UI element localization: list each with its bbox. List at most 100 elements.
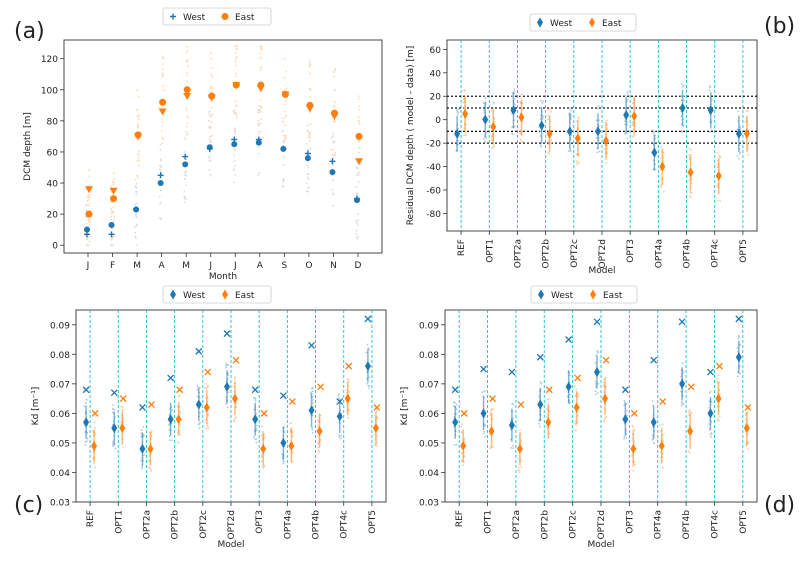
background-point: [332, 164, 335, 167]
background-point: [234, 100, 237, 102]
background-point: [716, 151, 719, 154]
background-point: [185, 107, 188, 110]
background-point: [484, 435, 486, 438]
west-reference-point: [364, 315, 372, 323]
background-point: [681, 362, 684, 364]
background-point: [135, 244, 138, 247]
background-point: [333, 141, 336, 143]
background-point: [142, 454, 145, 457]
background-point: [356, 235, 359, 238]
background-point: [234, 64, 237, 67]
background-point: [569, 374, 571, 377]
background-point: [121, 409, 124, 412]
background-point: [681, 403, 684, 406]
background-point: [462, 464, 465, 467]
background-point: [357, 116, 360, 118]
background-point: [85, 237, 88, 240]
background-point: [235, 116, 238, 119]
background-point: [86, 199, 89, 202]
east-reference-point: [373, 404, 381, 411]
west-observed-point: [108, 231, 115, 238]
background-point: [158, 195, 161, 198]
background-point: [135, 223, 138, 226]
background-point: [651, 438, 654, 441]
background-point: [259, 45, 262, 48]
x-axis-label: Month: [209, 272, 237, 282]
background-point: [112, 404, 114, 406]
background-point: [233, 109, 236, 112]
panel-label: (b): [764, 14, 795, 39]
background-point: [358, 146, 361, 149]
west-model-point: [139, 443, 146, 454]
background-point: [113, 172, 115, 175]
background-point: [161, 63, 164, 66]
background-point: [259, 56, 262, 59]
background-point: [137, 118, 140, 120]
background-point: [356, 219, 359, 222]
background-point: [113, 215, 116, 218]
west-model-point: [508, 420, 515, 431]
background-point: [538, 394, 540, 397]
background-point: [281, 129, 284, 132]
background-point: [262, 430, 265, 433]
background-point: [520, 93, 523, 96]
west-reference-point: [138, 404, 146, 411]
background-point: [623, 399, 626, 402]
background-point: [348, 409, 350, 411]
background-point: [521, 108, 524, 111]
background-point: [333, 100, 336, 103]
background-point: [285, 136, 288, 139]
background-point: [205, 382, 207, 385]
y-tick-label: -20: [426, 140, 441, 150]
background-point: [135, 193, 138, 195]
background-point: [339, 437, 342, 440]
background-point: [84, 441, 87, 443]
background-point: [455, 412, 458, 415]
west-model-point: [231, 141, 238, 148]
background-point: [682, 95, 685, 97]
y-tick-label: 0.07: [50, 380, 70, 390]
background-point: [209, 140, 212, 143]
background-point: [210, 107, 213, 109]
east-model-point: [630, 443, 637, 454]
background-point: [681, 131, 684, 134]
background-point: [185, 109, 188, 112]
background-point: [148, 466, 151, 468]
background-point: [159, 189, 162, 192]
west-model-point: [83, 417, 90, 428]
east-observed-point: [158, 108, 167, 116]
east-reference-point: [91, 409, 99, 417]
background-point: [312, 402, 314, 405]
background-point: [376, 409, 378, 412]
y-tick-label: 0.04: [50, 469, 70, 479]
background-point: [569, 149, 572, 152]
background-point: [747, 447, 750, 450]
background-point: [289, 431, 292, 433]
background-point: [207, 119, 210, 122]
background-point: [464, 132, 467, 135]
background-point: [662, 434, 665, 437]
background-point: [148, 459, 151, 462]
background-point: [162, 85, 165, 88]
west-reference-point: [223, 330, 231, 338]
background-point: [253, 396, 255, 399]
west-model-point: [679, 378, 686, 389]
background-point: [235, 72, 237, 75]
west-reference-point: [678, 318, 686, 326]
background-point: [739, 372, 742, 375]
background-point: [457, 108, 460, 111]
background-point: [569, 363, 571, 366]
east-model-point: [545, 417, 552, 428]
background-point: [708, 392, 711, 394]
background-point: [196, 385, 199, 388]
background-point: [547, 114, 550, 117]
east-model-point: [281, 90, 289, 98]
west-model-point: [308, 405, 315, 416]
x-tick-label: OPT4b: [683, 239, 693, 269]
background-point: [84, 444, 87, 446]
background-point: [161, 136, 163, 139]
background-point: [232, 181, 235, 184]
background-point: [198, 423, 200, 426]
background-point: [605, 415, 608, 418]
background-point: [256, 111, 259, 114]
